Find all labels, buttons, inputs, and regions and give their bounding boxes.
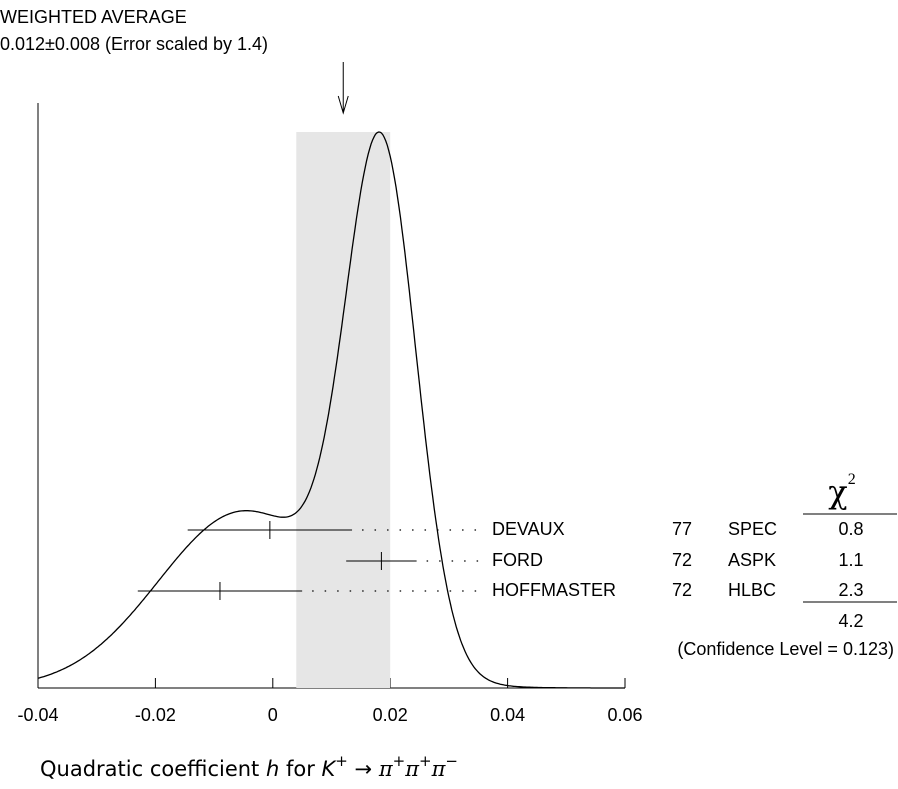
x-axis-label-part: for [279, 757, 321, 781]
technique: HLBC [728, 580, 776, 600]
average-band [296, 132, 391, 688]
chi2-symbol: χ [828, 473, 847, 511]
chi2-header: χ2 [828, 471, 855, 511]
chi2-exponent: 2 [848, 471, 856, 488]
x-axis-label-part: → [348, 757, 379, 781]
author: HOFFMASTER [492, 580, 616, 600]
ideogram-curve [37, 131, 625, 689]
x-axis-label-part: K [322, 757, 338, 781]
author: DEVAUX [492, 519, 565, 539]
x-axis-label-part: + [393, 752, 406, 770]
technique: ASPK [728, 550, 776, 570]
chi2-total: 4.2 [838, 611, 863, 631]
x-tick-label: 0.02 [373, 705, 408, 725]
year: 72 [672, 550, 692, 570]
x-axis-label-part: − [445, 752, 458, 770]
year: 72 [672, 580, 692, 600]
x-axis-label-part: Quadratic coefficient [40, 757, 266, 781]
x-axis-label-part: π [404, 757, 420, 781]
x-tick-label: 0 [268, 705, 278, 725]
x-tick-label: -0.04 [17, 705, 58, 725]
author: FORD [492, 550, 543, 570]
year: 77 [672, 519, 692, 539]
x-axis-label: Quadratic coefficient h for K+ → π+π+π− [40, 752, 458, 782]
x-axis-label-part: π [378, 757, 394, 781]
technique: SPEC [728, 519, 777, 539]
x-tick-label: 0.04 [490, 705, 525, 725]
chart-title: WEIGHTED AVERAGE [0, 7, 187, 27]
x-axis-label-part: + [335, 752, 348, 770]
x-tick-label: -0.02 [135, 705, 176, 725]
confidence-level: (Confidence Level = 0.123) [677, 639, 894, 659]
x-axis-label-part: + [419, 752, 432, 770]
x-tick-label: 0.06 [607, 705, 642, 725]
chi2: 2.3 [838, 580, 863, 600]
average-arrow [337, 62, 349, 115]
x-axis-label-part: h [266, 757, 279, 781]
chart-subtitle: 0.012±0.008 (Error scaled by 1.4) [0, 34, 268, 54]
x-axis-label-part: π [431, 757, 447, 781]
chi2: 1.1 [838, 550, 863, 570]
chi2: 0.8 [838, 519, 863, 539]
